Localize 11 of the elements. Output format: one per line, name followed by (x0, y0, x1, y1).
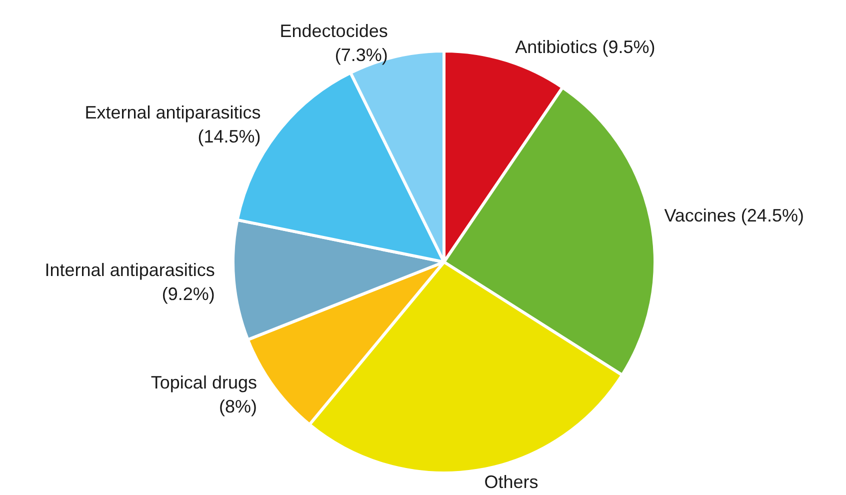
slice-label: Topical drugs (150, 372, 257, 392)
data-label: (9.2%) (162, 284, 215, 304)
slice-label: Endectocides (280, 20, 388, 41)
data-label: (7.3%) (334, 44, 388, 65)
slice-label: External antiparasitics (84, 102, 261, 123)
slice-label: Internal antiparasitics (44, 260, 215, 280)
slice-label: Others (484, 472, 538, 492)
data-label: (14.5%) (198, 126, 261, 147)
slice-label: Antibiotics (9.5%) (515, 36, 656, 57)
slice-label: Vaccines (24.5%) (664, 206, 804, 226)
data-label: (8%) (218, 396, 257, 416)
